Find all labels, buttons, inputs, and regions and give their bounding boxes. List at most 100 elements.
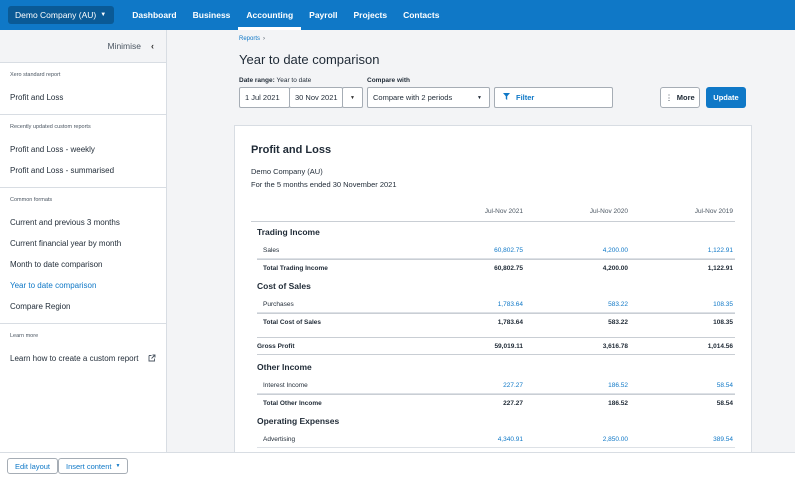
nav-payroll[interactable]: Payroll [309,10,338,20]
sidebar-link-current-year-by-month[interactable]: Current financial year by month [10,239,122,248]
row-value: 58.54 [716,399,733,407]
row-value-link[interactable]: 58.54 [716,381,733,389]
sidebar-heading: Learn more [10,333,39,339]
sidebar-heading: Recently updated custom reports [10,124,91,130]
row-name: Total Other Income [263,399,322,407]
row-value-link[interactable]: 108.35 [713,300,733,308]
date-range-dropdown-button[interactable]: ▼ [342,87,363,108]
nav-projects[interactable]: Projects [353,10,388,20]
nav-business[interactable]: Business [192,10,231,20]
sidebar-section-custom: Recently updated custom reports Profit a… [0,115,166,188]
gross-profit-row: Gross Profit 59,019.11 3,616.78 1,014.56 [257,337,735,355]
section-name: Other Income [257,361,312,372]
breadcrumb-reports[interactable]: Reports [239,36,261,42]
sidebar-heading: Common formats [10,197,53,203]
edit-layout-button[interactable]: Edit layout [7,458,59,474]
row-value-link[interactable]: 1,783.64 [497,300,523,308]
row-value: 3,616.78 [602,342,628,350]
compare-with-value: Compare with 2 periods [373,93,453,102]
sidebar-link-learn-custom-report[interactable]: Learn how to create a custom report [0,348,166,369]
filter-icon [503,93,510,102]
row-value-link[interactable]: 186.52 [608,381,628,389]
section-header: Trading Income [257,223,735,240]
row-value-link[interactable]: 4,200.00 [602,246,628,254]
total-row: Total Trading Income 60,802.75 4,200.00 … [257,259,735,276]
row-value: 227.27 [503,399,523,407]
insert-content-label: Insert content [66,461,112,471]
section-header: Other Income [257,358,735,375]
sidebar: Minimise ‹ Xero standard report Profit a… [0,30,167,452]
row-value: 1,014.56 [707,342,733,350]
table-row: Purchases 1,783.64 583.22 108.35 [257,296,735,313]
row-value: 4,200.00 [602,264,628,272]
section-header: Operating Expenses [257,412,735,429]
column-header: Jul-Nov 2021 [484,208,523,215]
sidebar-link-year-to-date[interactable]: Year to date comparison [10,281,97,290]
sidebar-section-common: Common formats Current and previous 3 mo… [0,188,166,324]
row-name: Purchases [263,300,294,308]
row-value: 186.52 [608,399,628,407]
minimise-button[interactable]: Minimise ‹ [0,30,166,63]
more-label: More [676,93,695,102]
compare-with-select[interactable]: Compare with 2 periods ▼ [367,87,490,108]
org-switcher-button[interactable]: Demo Company (AU) ▼ [8,6,115,24]
report-title: Profit and Loss [251,144,332,156]
filter-label: Filter [516,93,535,102]
caret-down-icon: ▼ [115,463,121,469]
more-button[interactable]: ⋮ More [660,87,700,108]
update-button[interactable]: Update [706,87,746,108]
row-value-link[interactable]: 227.27 [503,381,523,389]
top-nav: Demo Company (AU) ▼ Dashboard Business A… [0,0,795,30]
row-value-link[interactable]: 4,340.91 [497,435,523,443]
report-card: Profit and Loss Demo Company (AU) For th… [234,125,752,452]
sidebar-link-compare-region[interactable]: Compare Region [10,302,71,311]
total-row: Total Other Income 227.27 186.52 58.54 [257,394,735,411]
bottom-toolbar: Edit layout Insert content ▼ [0,452,795,480]
sidebar-link-current-previous-3-months[interactable]: Current and previous 3 months [10,218,120,227]
nav-accounting[interactable]: Accounting [238,0,301,30]
row-value: 60,802.75 [494,264,523,272]
row-value-link[interactable]: 60,802.75 [494,246,523,254]
sidebar-link-pl-weekly[interactable]: Profit and Loss - weekly [10,145,95,154]
chevron-left-icon: ‹ [151,41,154,51]
row-value: 583.22 [608,318,628,326]
date-range-label: Date range: Year to date [239,77,311,84]
from-date-input[interactable]: 1 Jul 2021 [239,87,290,108]
caret-down-icon: ▼ [100,12,107,18]
table-row: Advertising 4,340.91 2,850.00 389.54 [257,431,735,448]
sidebar-heading: Xero standard report [10,72,61,78]
filter-button[interactable]: Filter [494,87,613,108]
report-period: For the 5 months ended 30 November 2021 [251,180,397,189]
row-name: Total Trading Income [263,264,328,272]
insert-content-button[interactable]: Insert content ▼ [58,458,129,474]
header-divider [251,221,735,222]
page-title: Year to date comparison [239,52,380,67]
row-value-link[interactable]: 1,122.91 [707,246,733,254]
section-name: Trading Income [257,226,320,237]
sidebar-link-pl-summarised[interactable]: Profit and Loss - summarised [10,166,115,175]
sidebar-link-profit-and-loss[interactable]: Profit and Loss [10,93,64,102]
row-value: 1,783.64 [497,318,523,326]
caret-down-icon: ▼ [477,94,482,101]
sidebar-link-month-to-date[interactable]: Month to date comparison [10,260,103,269]
column-header: Jul-Nov 2020 [589,208,628,215]
compare-with-label: Compare with [367,77,410,84]
row-name: Advertising [263,435,296,443]
nav-contacts[interactable]: Contacts [403,10,440,20]
row-value-link[interactable]: 583.22 [608,300,628,308]
breadcrumb: Reports › [239,36,265,42]
date-range-label-text: Date range: [239,77,275,84]
nav-dashboard[interactable]: Dashboard [132,10,177,20]
row-value-link[interactable]: 2,850.00 [602,435,628,443]
row-value: 108.35 [713,318,733,326]
to-date-input[interactable]: 30 Nov 2021 [289,87,343,108]
row-name: Interest Income [263,381,308,389]
section-name: Cost of Sales [257,280,311,291]
caret-down-icon: ▼ [350,94,355,101]
report-org: Demo Company (AU) [251,167,323,176]
row-name: Total Cost of Sales [263,318,322,326]
row-value-link[interactable]: 389.54 [713,435,733,443]
org-name: Demo Company (AU) [15,10,97,20]
table-row: Sales 60,802.75 4,200.00 1,122.91 [257,242,735,259]
row-value: 1,122.91 [707,264,733,272]
